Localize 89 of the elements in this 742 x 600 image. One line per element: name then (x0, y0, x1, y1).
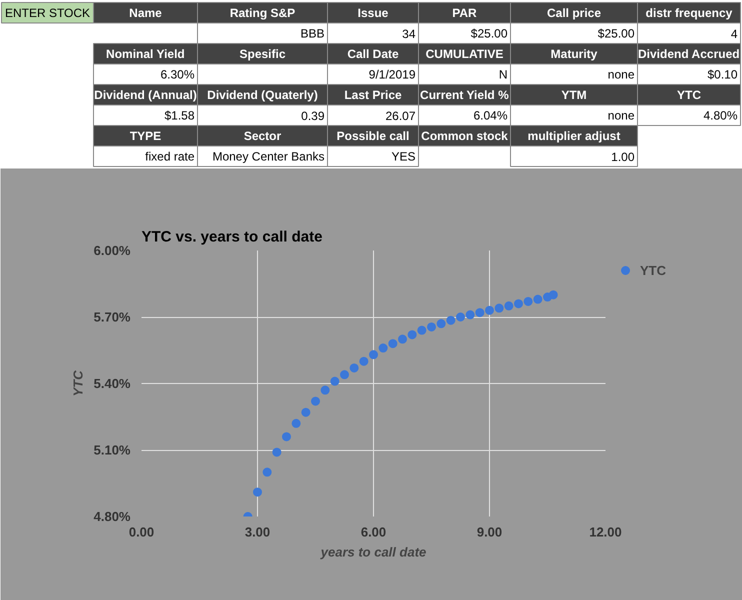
text: none (608, 67, 635, 82)
y-tick-label: 6.00% (94, 243, 131, 258)
x-tick-label: 6.00 (360, 524, 386, 540)
point (485, 306, 494, 315)
point (533, 294, 542, 304)
text: $25.00 (470, 26, 508, 40)
text: 6.30% (160, 67, 195, 82)
text: $0.10 (707, 67, 738, 82)
point (330, 376, 340, 386)
text: 34 (402, 26, 416, 41)
point (369, 350, 378, 360)
text: Last Price (344, 88, 402, 102)
point (417, 326, 426, 335)
point (359, 356, 368, 366)
text: YES (391, 149, 416, 164)
text: N (498, 67, 508, 82)
text: Maturity (550, 46, 598, 61)
text: Name (129, 6, 162, 20)
point (292, 418, 301, 428)
y-tick-label: 5.70% (94, 310, 131, 324)
point (320, 386, 330, 395)
text: Nominal Yield (106, 46, 185, 61)
point (350, 363, 359, 372)
text: multiplier adjust (528, 128, 620, 143)
point (427, 322, 436, 332)
point (301, 408, 310, 417)
point (494, 304, 504, 313)
text: 9/1/2019 (368, 67, 416, 82)
text: ENTER STOCK (4, 6, 90, 20)
point (262, 468, 272, 477)
x-tick-label: 12.00 (589, 524, 622, 540)
point (282, 432, 291, 442)
text: $1.58 (164, 108, 195, 122)
point (504, 301, 514, 310)
text: Rating S&P (230, 6, 296, 20)
text: distr frequency (646, 6, 733, 20)
point (446, 316, 456, 325)
text: TYPE (130, 128, 162, 143)
text: Dividend Accrued (638, 46, 740, 61)
text: $25.00 (598, 26, 635, 40)
y-tick-label: 5.10% (94, 442, 131, 458)
text: Sector (244, 128, 282, 143)
text: PAR (452, 6, 478, 20)
point (340, 370, 349, 380)
chart-title: YTC vs. years to call date (142, 228, 322, 246)
text: 4.80% (703, 108, 738, 122)
point (388, 339, 398, 348)
text: Current Yield % (420, 88, 510, 102)
point (311, 396, 320, 406)
point (475, 308, 484, 318)
text: 26.07 (385, 108, 416, 123)
point (253, 488, 262, 497)
text: YTC (677, 88, 702, 102)
point (272, 448, 282, 457)
point (398, 334, 407, 344)
point (524, 296, 533, 306)
point (378, 344, 388, 353)
text: Call Date (347, 46, 399, 61)
text: Possible call (336, 128, 410, 143)
point (466, 310, 475, 320)
point (514, 299, 523, 308)
text: 0.39 (301, 108, 325, 123)
text: 6.04% (473, 108, 508, 122)
point (436, 319, 446, 328)
x-axis-title: years to call date (320, 544, 426, 560)
text: Issue (358, 6, 389, 20)
text: fixed rate (145, 149, 195, 164)
text: Dividend (Quaterly) (207, 88, 318, 102)
point (548, 290, 558, 300)
text: 4 (730, 26, 738, 41)
x-tick-label: 0.00 (128, 524, 154, 540)
legend-label: YTC (640, 262, 666, 278)
text: Call price (546, 6, 602, 20)
text: BBB (300, 26, 325, 40)
point (456, 312, 465, 322)
y-tick-label: 5.40% (94, 376, 131, 391)
point (408, 330, 417, 340)
text: Spesific (239, 46, 286, 61)
x-tick-label: 9.00 (476, 524, 502, 540)
text: Money Center Banks (212, 149, 325, 164)
y-tick-label: 4.80% (94, 509, 131, 524)
text: Common stock (421, 128, 508, 143)
text: CUMULATIVE (426, 46, 504, 61)
y-axis-title: YTC (70, 370, 86, 396)
text: Dividend (Annual) (94, 88, 197, 102)
text: YTM (561, 88, 587, 102)
text: none (608, 108, 635, 122)
text: 1.00 (611, 150, 635, 164)
x-tick-label: 3.00 (244, 524, 270, 540)
